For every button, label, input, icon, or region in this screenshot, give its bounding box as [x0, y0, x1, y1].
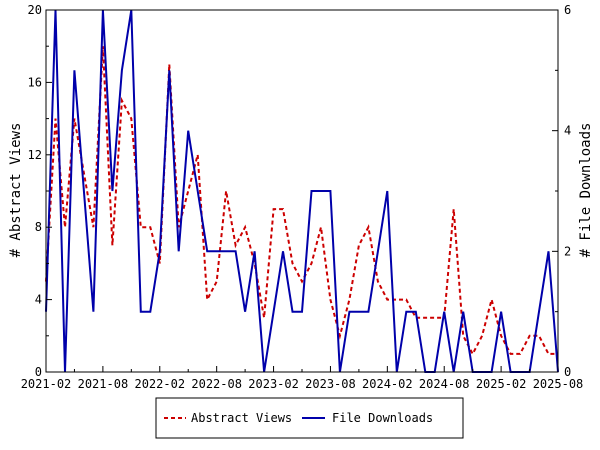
series-line-abstract-views	[45, 46, 558, 357]
y-axis-right-title: # File Downloads	[578, 123, 594, 258]
x-tick-label: 2021-02	[21, 377, 72, 391]
x-tick-label: 2025-02	[476, 377, 527, 391]
x-tick-label: 2022-08	[191, 377, 242, 391]
legend-label-abstract-views: Abstract Views	[191, 411, 292, 425]
y-axis-left-title: # Abstract Views	[8, 123, 24, 258]
x-tick-label: 2025-08	[533, 377, 584, 391]
x-tick-label: 2023-08	[305, 377, 356, 391]
legend-label-file-downloads: File Downloads	[332, 411, 433, 425]
y-right-tick-label: 2	[564, 244, 571, 258]
y-right-tick-label: 0	[564, 365, 571, 379]
y-left-tick-label: 4	[35, 293, 42, 307]
y-left-tick-label: 16	[28, 75, 42, 89]
y-left-tick-label: 12	[28, 148, 42, 162]
legend: Abstract Views File Downloads	[155, 397, 464, 439]
x-tick-label: 2021-08	[78, 377, 129, 391]
x-tick-label: 2022-02	[134, 377, 185, 391]
y-left-tick-label: 8	[35, 220, 42, 234]
y-right-tick-label: 4	[564, 124, 571, 138]
x-tick-label: 2023-02	[248, 377, 299, 391]
x-tick-label: 2024-08	[419, 377, 470, 391]
y-left-tick-label: 20	[28, 3, 42, 17]
y-left-tick-label: 0	[35, 365, 42, 379]
x-tick-label: 2024-02	[362, 377, 413, 391]
axes: 0 4 8 12 16 20 0 2 4 6 2021-02 2021-08 2022-02 2022-0…	[21, 3, 584, 391]
y-right-tick-label: 6	[564, 3, 571, 17]
